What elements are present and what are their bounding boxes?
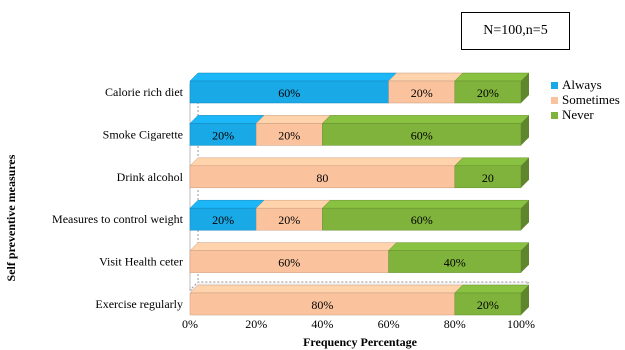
bar-top [387, 72, 464, 82]
bar-side [521, 285, 529, 315]
category-label: Exercise regularly [95, 297, 183, 311]
bar-side [521, 157, 529, 188]
bar-side [521, 73, 529, 103]
legend-item-sometimes: Sometimes [551, 92, 620, 107]
legend-item-never: Never [551, 107, 620, 122]
data-label: 40% [444, 256, 466, 270]
data-label: 80% [311, 298, 333, 312]
bar-top [321, 115, 530, 124]
bar-top [454, 72, 530, 82]
data-label: 60% [278, 256, 300, 270]
legend-swatch-never [551, 111, 558, 119]
category-label: Drink alcohol [117, 170, 184, 184]
data-label: 60% [411, 128, 433, 142]
bar-top [189, 242, 398, 251]
bar-side [521, 242, 529, 273]
data-label: 20% [212, 213, 234, 227]
bar-top [189, 284, 464, 294]
x-tick-labels: 0% 20% 40% 60% 80% 100% [182, 317, 535, 331]
data-label: 20% [212, 128, 234, 142]
bar-top [189, 157, 464, 167]
data-label: 60% [278, 86, 300, 100]
sample-size-box: N=100,n=5 [461, 12, 570, 50]
data-label: 20 [482, 171, 494, 185]
bars-layer: 60%20%20%20%20%60%0802020%20%60%060%40%0… [189, 72, 530, 316]
bar-top [189, 115, 265, 124]
category-label: Smoke Cigarette [103, 127, 183, 141]
data-label: 20% [278, 128, 300, 142]
data-label: 80 [316, 171, 328, 185]
bar-top [454, 157, 530, 167]
data-label: 20% [477, 86, 499, 100]
bar-top [321, 199, 530, 209]
legend-swatch-always [551, 81, 558, 89]
bar-top [255, 199, 332, 209]
x-axis-title: Frequency Percentage [303, 335, 418, 349]
bar-side [521, 115, 529, 146]
bar-top [454, 284, 530, 294]
x-tick-label: 40% [311, 317, 333, 331]
bar-top [387, 242, 530, 251]
x-tick-label: 20% [245, 317, 267, 331]
data-label: 60% [411, 213, 433, 227]
legend-label-never: Never [562, 107, 594, 122]
x-tick-label: 100% [507, 317, 535, 331]
x-tick-label: 0% [182, 317, 198, 331]
bar-top [189, 199, 265, 209]
bar-top [255, 115, 332, 124]
x-tick-label: 60% [378, 317, 400, 331]
legend-label-always: Always [562, 77, 602, 92]
legend-label-sometimes: Sometimes [562, 92, 620, 107]
legend-item-always: Always [551, 77, 620, 92]
bar-top [189, 72, 398, 82]
bar-side [521, 200, 529, 231]
sample-size-text: N=100,n=5 [483, 23, 548, 38]
category-label: Calorie rich diet [105, 85, 184, 99]
x-tick-label: 80% [444, 317, 466, 331]
y-axis-title: Self preventive measures [4, 154, 18, 281]
category-label: Measures to control weight [52, 212, 184, 226]
data-label: 20% [411, 86, 433, 100]
category-label: Visit Health ceter [99, 255, 183, 269]
legend-swatch-sometimes [551, 96, 558, 104]
data-label: 20% [278, 213, 300, 227]
category-labels: Calorie rich diet Smoke Cigarette Drink al… [52, 85, 184, 311]
legend: Always Sometimes Never [551, 77, 620, 123]
data-label: 20% [477, 298, 499, 312]
